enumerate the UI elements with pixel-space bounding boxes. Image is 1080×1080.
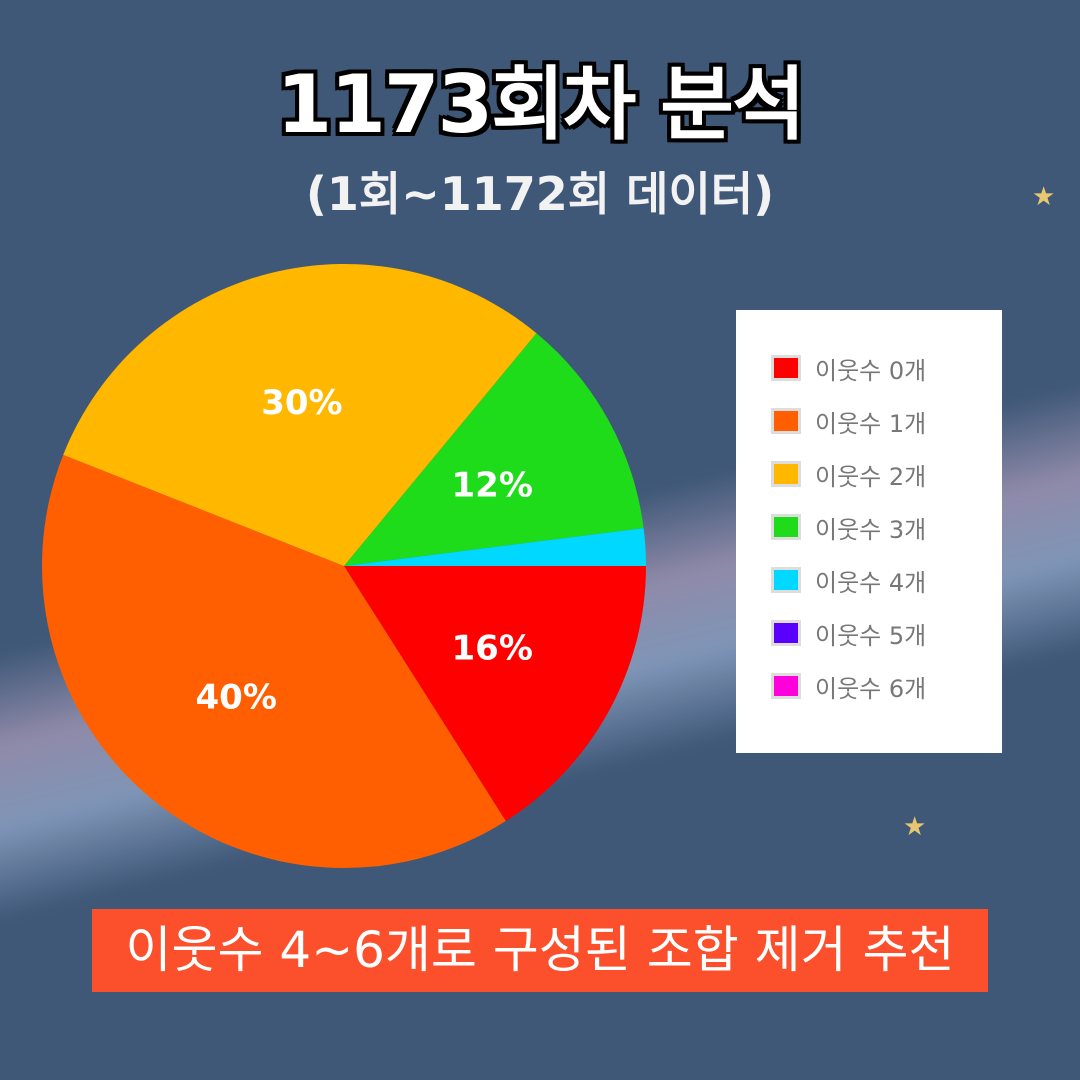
data-label-3: 12% (452, 466, 533, 506)
data-label-2: 30% (261, 383, 342, 423)
data-label-0: 16% (452, 628, 533, 668)
legend-label: 이웃수 3개 (815, 515, 927, 544)
page-title: 1173회차 분석 (276, 58, 806, 151)
legend-label: 이웃수 2개 (815, 462, 927, 491)
legend-swatch (771, 514, 801, 540)
pie-slice-2 (63, 263, 537, 566)
legend-label: 이웃수 1개 (815, 409, 927, 438)
legend-label: 이웃수 0개 (815, 356, 927, 385)
star-icon: ★ (903, 812, 927, 842)
pie-slice-3 (344, 333, 644, 566)
legend-item: 이웃수 4개 (771, 565, 927, 597)
legend-label: 이웃수 4개 (815, 568, 927, 597)
legend-swatch (771, 355, 801, 381)
legend-label: 이웃수 6개 (815, 674, 927, 703)
legend-item: 이웃수 5개 (771, 618, 927, 650)
legend-label: 이웃수 5개 (815, 621, 927, 650)
legend-swatch (771, 567, 801, 593)
legend-swatch (771, 461, 801, 487)
page-subtitle: (1회~1172회 데이터) (305, 167, 775, 221)
legend-swatch (771, 620, 801, 646)
legend-item: 이웃수 0개 (771, 353, 927, 385)
pie-slice-0 (344, 566, 646, 821)
legend-swatch (771, 408, 801, 434)
recommendation-banner: 이웃수 4~6개로 구성된 조합 제거 추천 (92, 909, 988, 992)
data-label-1: 40% (196, 677, 277, 717)
legend-item: 이웃수 1개 (771, 406, 927, 438)
legend-item: 이웃수 3개 (771, 512, 927, 544)
legend-item: 이웃수 2개 (771, 459, 927, 491)
star-icon: ★ (1032, 182, 1056, 212)
legend-swatch (771, 673, 801, 699)
legend-item: 이웃수 6개 (771, 671, 927, 703)
pie-slice-4 (344, 528, 646, 566)
pie-slice-1 (41, 454, 506, 868)
